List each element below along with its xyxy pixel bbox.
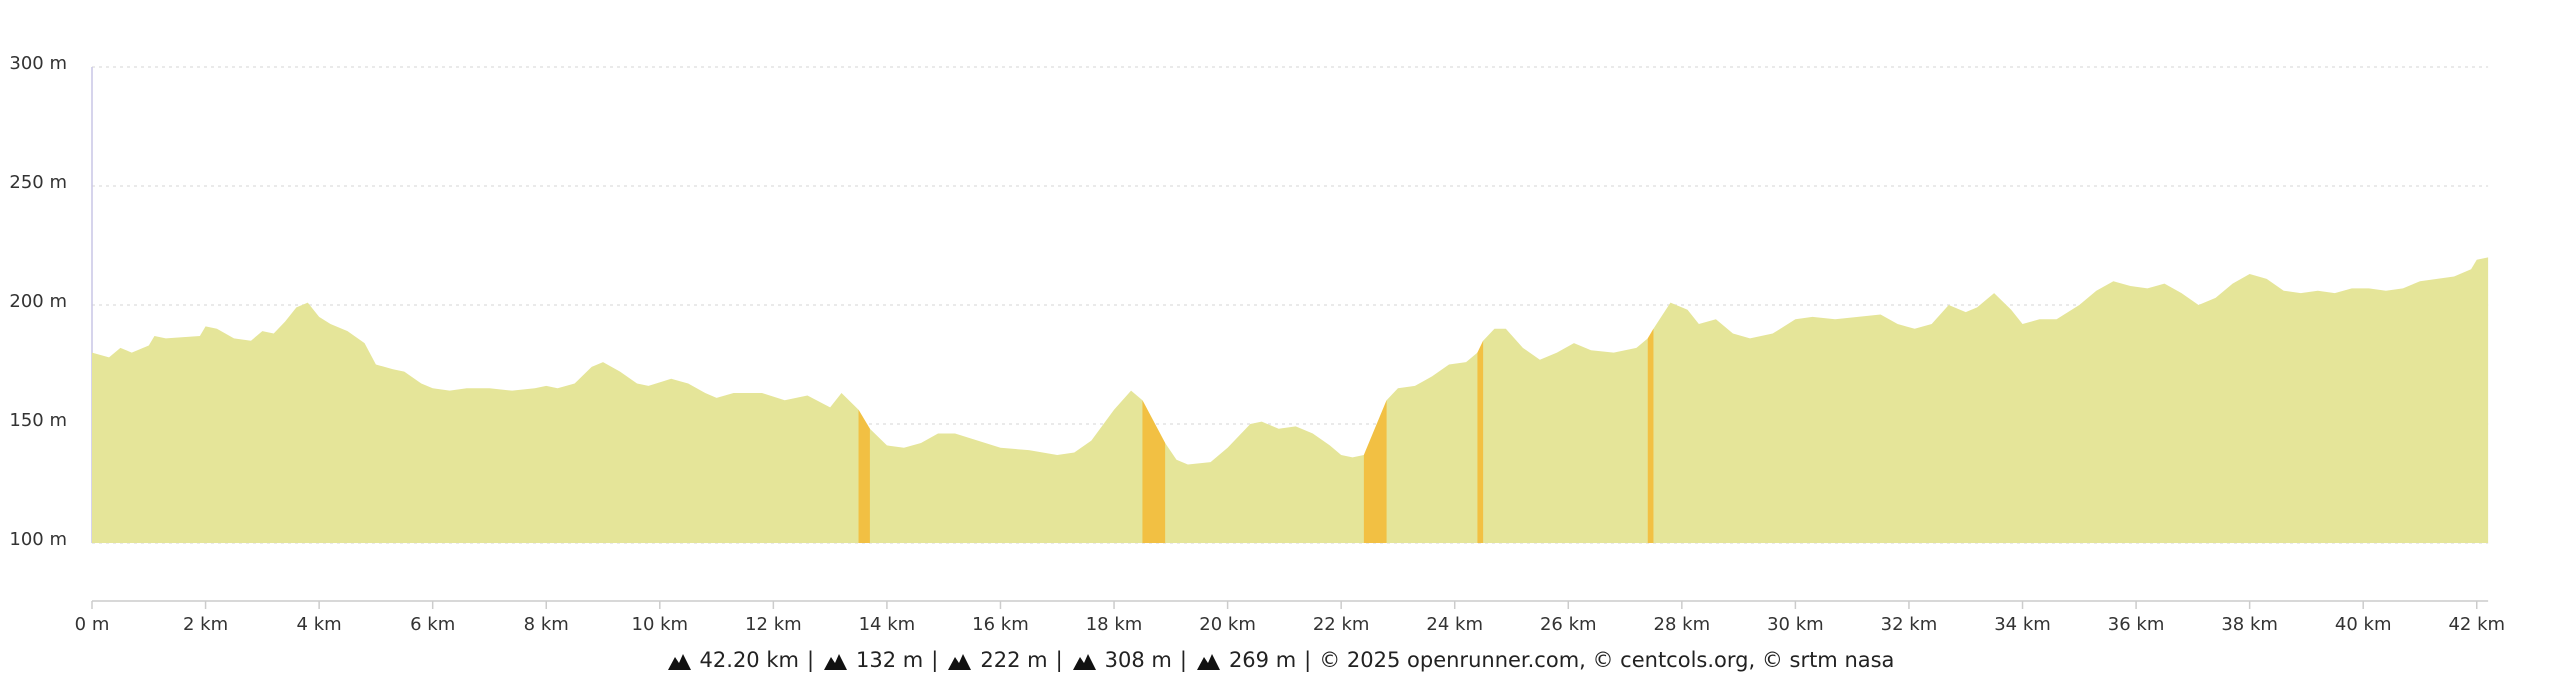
x-tick-label: 12 km	[745, 614, 802, 635]
x-tick-label: 10 km	[632, 614, 689, 635]
x-tick-label: 6 km	[410, 614, 455, 635]
icon	[824, 654, 848, 670]
steep-segment	[1142, 400, 1166, 543]
x-tick-label: 30 km	[1767, 614, 1824, 635]
x-tick-label: 8 km	[524, 614, 569, 635]
icon-shape	[948, 654, 972, 670]
icon-shape	[824, 654, 848, 670]
y-tick-label: 100 m	[9, 529, 67, 550]
x-tick-label: 20 km	[1199, 614, 1256, 635]
steep-segment	[1647, 328, 1654, 543]
separator: |	[1304, 648, 1312, 672]
x-tick-label: 34 km	[1994, 614, 2051, 635]
steep-segment	[858, 409, 870, 543]
x-tick-label: 28 km	[1654, 614, 1711, 635]
icon-shape	[1072, 654, 1096, 670]
y-tick-label: 200 m	[9, 291, 67, 312]
icon-shape	[1196, 654, 1220, 670]
x-tick-label: 2 km	[183, 614, 228, 635]
footer: 42.20 km | 132 m | 222 m | 308 m | 269 m | © 2025 …	[0, 648, 2560, 672]
elevation-area	[92, 257, 2489, 543]
stat: 132 m	[856, 648, 924, 672]
stat: 269 m	[1228, 648, 1297, 672]
icon	[1072, 654, 1096, 670]
chart: 100 m 150 m 200 m 250 m 300 m 0 m 2 km 4 km 6 km…	[9, 53, 2505, 635]
y-tick-label: 300 m	[9, 53, 67, 74]
x-tick-label: 18 km	[1086, 614, 1143, 635]
separator: |	[931, 648, 939, 672]
stat: 308 m	[1104, 648, 1172, 672]
x-tick-label: 40 km	[2335, 614, 2392, 635]
icon-shape	[667, 654, 691, 670]
separator: |	[806, 648, 815, 672]
separator: |	[1055, 648, 1063, 672]
y-tick-label: 250 m	[9, 172, 67, 193]
steep-segment	[1477, 340, 1484, 543]
steep-segment	[1363, 400, 1387, 543]
separator: |	[1179, 648, 1187, 672]
icon	[1196, 654, 1220, 670]
x-tick-label: 36 km	[2108, 614, 2165, 635]
stat: 222 m	[980, 648, 1048, 672]
x-tick-label: 16 km	[972, 614, 1029, 635]
y-tick-label: 150 m	[9, 410, 67, 431]
x-tick-label: 22 km	[1313, 614, 1370, 635]
x-tick-label: 38 km	[2221, 614, 2278, 635]
x-tick-label: 4 km	[297, 614, 342, 635]
x-tick-label: 14 km	[859, 614, 916, 635]
x-tick-label: 0 m	[75, 614, 110, 635]
icon	[667, 654, 691, 670]
icon	[948, 654, 972, 670]
x-tick-label: 32 km	[1881, 614, 1938, 635]
x-tick-label: 24 km	[1426, 614, 1483, 635]
x-tick-label: 42 km	[2448, 614, 2505, 635]
copyright: © 2025 openrunner.com, © centcols.org, ©…	[1319, 648, 1895, 672]
x-tick-label: 26 km	[1540, 614, 1597, 635]
stat: 42.20 km	[699, 648, 799, 672]
